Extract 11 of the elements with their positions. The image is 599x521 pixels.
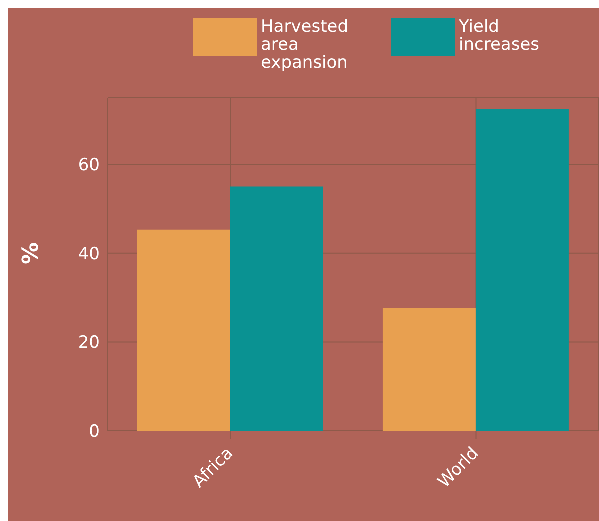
y-axis-title: %: [18, 242, 44, 264]
y-tick-label: 60: [78, 156, 100, 176]
bar: [476, 109, 569, 431]
legend-label: Harvested area expansion: [261, 17, 350, 73]
y-tick-label: 0: [89, 422, 100, 442]
bar: [382, 308, 476, 431]
bar: [230, 186, 324, 431]
y-tick-label: 20: [78, 333, 100, 354]
bar: [137, 230, 230, 431]
legend-label: Yield increases: [459, 17, 541, 55]
y-tick-label: 40: [78, 244, 100, 264]
